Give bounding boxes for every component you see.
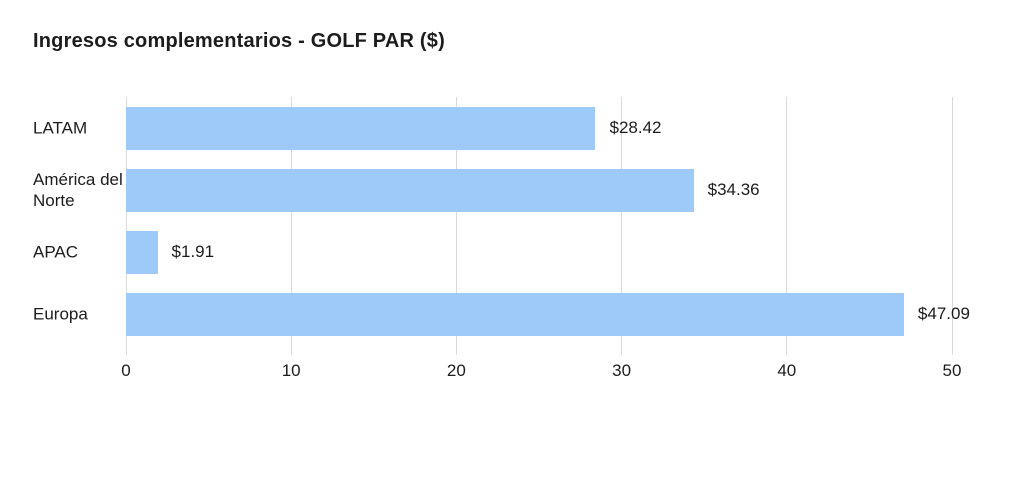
bar-latam — [126, 106, 596, 150]
x-tick-label-0: 0 — [121, 361, 131, 380]
value-label-europa: $47.09 — [917, 304, 970, 323]
gridline-30 — [621, 97, 623, 355]
chart-title: Ingresos complementarios - GOLF PAR ($) — [33, 30, 445, 52]
gridline-0 — [125, 97, 127, 355]
category-label-america-del-norte: América del Norte — [33, 169, 123, 210]
x-tick-label-40: 40 — [777, 361, 797, 380]
category-label-latam: LATAM — [33, 118, 88, 138]
gridline-10 — [290, 97, 292, 355]
plot-area — [125, 97, 953, 355]
gridline-50 — [951, 97, 953, 355]
category-label-europa: Europa — [33, 304, 88, 324]
x-tick-label-30: 30 — [612, 361, 632, 380]
category-label-apac: APAC — [33, 242, 79, 262]
bar-america-del-norte — [126, 168, 694, 212]
x-tick-label-50: 50 — [942, 361, 962, 380]
x-tick-label-10: 10 — [281, 361, 301, 380]
bar-europa — [126, 292, 904, 336]
value-label-latam: $28.42 — [609, 118, 662, 137]
value-label-america-del-norte: $34.36 — [707, 180, 760, 199]
bar-apac — [126, 230, 158, 274]
x-tick-label-20: 20 — [446, 361, 466, 380]
gridline-20 — [455, 97, 457, 355]
value-label-apac: $1.91 — [171, 242, 215, 261]
gridline-40 — [786, 97, 788, 355]
